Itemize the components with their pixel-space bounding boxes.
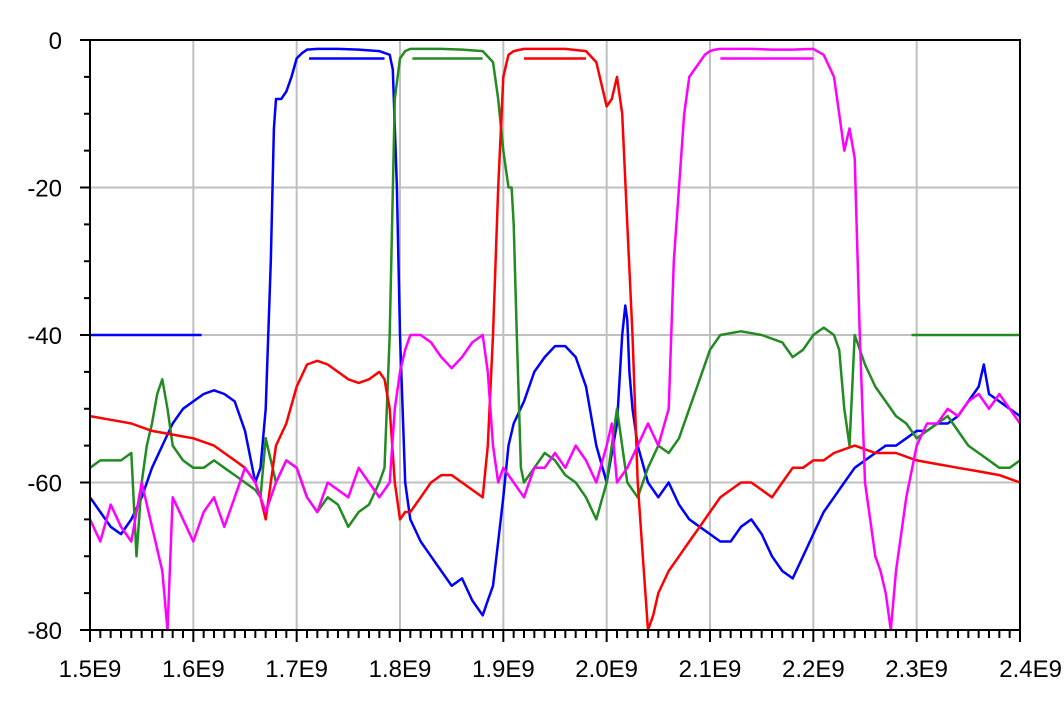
marker-segments [90,57,1020,337]
x-tick-label: 1.9E9 [472,656,535,683]
series-line-3 [89,47,1021,632]
y-tick-label: -80 [27,618,62,645]
y-tick-label: -40 [27,323,62,350]
series-line-4 [88,47,1022,632]
x-tick-label: 2.1E9 [679,656,742,683]
y-tick-label: -60 [27,471,62,498]
x-tick-label: 2.2E9 [782,656,845,683]
series-group [88,47,1022,632]
x-tick-label: 1.7E9 [265,656,328,683]
series-line-2 [89,47,1021,558]
x-axis: 1.5E9 1.6E9 1.7E9 1.8E9 1.9E9 2.0E9 2.1E9 2.2E9… [59,630,1062,683]
grid [90,40,1020,630]
y-tick-label: 0 [49,28,62,55]
x-tick-label: 1.6E9 [162,656,225,683]
x-tick-label: 2.4E9 [999,656,1062,683]
x-tick-label: 1.5E9 [59,656,122,683]
x-tick-label: 1.8E9 [369,656,432,683]
x-tick-label: 2.3E9 [885,656,948,683]
x-tick-label: 2.0E9 [575,656,638,683]
y-axis: 0 -20 -40 -60 -80 [27,28,90,645]
y-tick-label: -20 [27,176,62,203]
series-line-1 [88,47,1021,617]
